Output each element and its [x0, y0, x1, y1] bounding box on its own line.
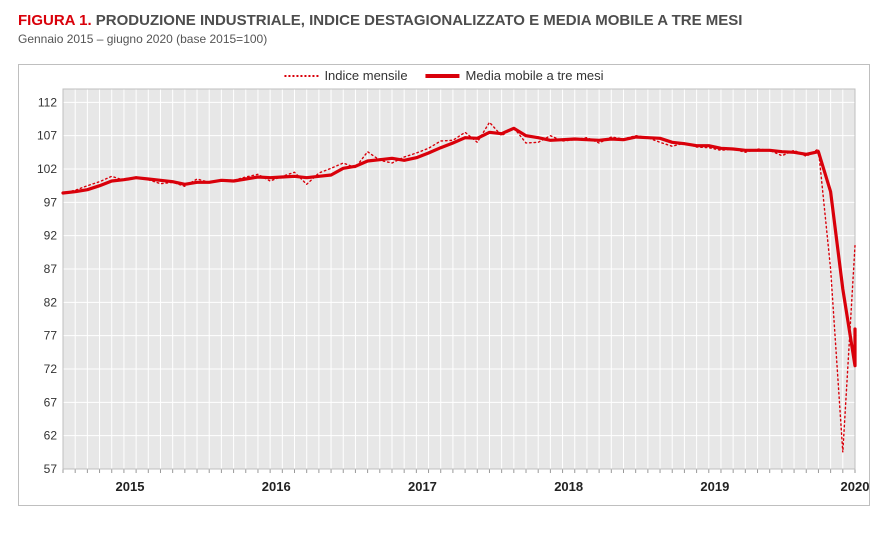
svg-text:92: 92	[44, 229, 58, 243]
svg-text:2015: 2015	[116, 479, 145, 494]
legend-label-1: Indice mensile	[324, 68, 407, 83]
svg-text:77: 77	[44, 329, 58, 343]
svg-text:2019: 2019	[700, 479, 729, 494]
svg-text:102: 102	[37, 162, 57, 176]
svg-text:107: 107	[37, 129, 57, 143]
svg-text:2017: 2017	[408, 479, 437, 494]
svg-text:112: 112	[38, 95, 57, 109]
legend-swatch-dotted	[284, 75, 318, 77]
figure-title: PRODUZIONE INDUSTRIALE, INDICE DESTAGION…	[96, 12, 743, 29]
svg-text:57: 57	[44, 462, 58, 476]
svg-text:72: 72	[44, 362, 58, 376]
legend-item-indice: Indice mensile	[284, 68, 407, 83]
figure-title-line: FIGURA 1. PRODUZIONE INDUSTRIALE, INDICE…	[18, 12, 868, 30]
legend-item-media: Media mobile a tre mesi	[426, 68, 604, 83]
svg-text:87: 87	[44, 262, 58, 276]
chart-legend: Indice mensile Media mobile a tre mesi	[284, 68, 603, 83]
figure-subtitle: Gennaio 2015 – giugno 2020 (base 2015=10…	[18, 32, 868, 46]
svg-text:2018: 2018	[554, 479, 583, 494]
legend-swatch-solid	[426, 74, 460, 78]
legend-label-2: Media mobile a tre mesi	[466, 68, 604, 83]
svg-text:2020: 2020	[841, 479, 869, 494]
svg-text:62: 62	[44, 429, 58, 443]
svg-text:2016: 2016	[262, 479, 291, 494]
svg-text:67: 67	[44, 395, 58, 409]
figure-label: FIGURA 1.	[18, 12, 92, 29]
svg-text:82: 82	[44, 295, 58, 309]
svg-text:97: 97	[44, 195, 58, 209]
chart-area: Indice mensile Media mobile a tre mesi 5…	[18, 64, 870, 506]
chart-svg: 57 62 67 72 77 82 87 92 97 102 107 112 2015 2016 2017 2…	[19, 65, 869, 505]
figure-container: FIGURA 1. PRODUZIONE INDUSTRIALE, INDICE…	[0, 0, 886, 538]
